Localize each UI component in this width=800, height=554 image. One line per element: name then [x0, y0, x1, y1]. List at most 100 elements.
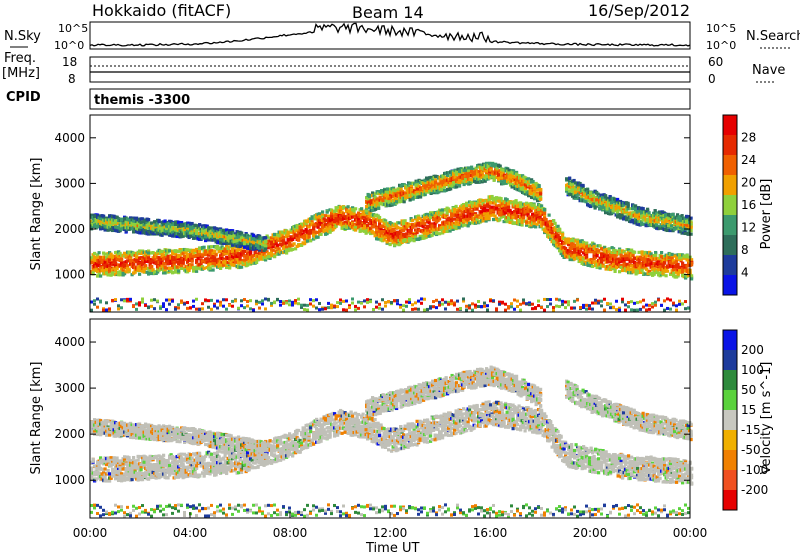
data-cell — [264, 247, 268, 251]
nsky-right-tick-top: 10^5 — [706, 22, 736, 35]
data-cell — [459, 213, 463, 217]
data-cell — [553, 228, 557, 233]
data-cell — [265, 250, 269, 254]
data-cell — [276, 233, 280, 237]
data-cell — [189, 224, 193, 228]
data-cell — [375, 226, 379, 230]
data-cell — [168, 249, 172, 253]
data-cell — [537, 210, 541, 214]
data-cell — [559, 251, 563, 256]
data-cell — [654, 250, 658, 255]
data-cell — [96, 253, 100, 257]
data-cell — [480, 215, 484, 219]
data-cell — [585, 256, 589, 260]
data-cell — [105, 256, 109, 260]
data-cell — [144, 228, 148, 233]
data-cell — [582, 240, 586, 245]
station-title: Hokkaido (fitACF) — [92, 1, 231, 20]
data-cell — [558, 235, 562, 240]
data-cell — [532, 221, 536, 226]
data-cell — [213, 255, 217, 259]
data-cell — [483, 209, 487, 213]
data-cell — [444, 208, 448, 212]
freq-label-line2: [MHz] — [2, 66, 40, 81]
data-cell — [487, 216, 491, 221]
data-cell — [343, 220, 347, 224]
data-cell — [219, 227, 223, 231]
data-cell — [372, 217, 376, 221]
data-cell — [372, 194, 376, 198]
data-cell — [120, 259, 124, 263]
data-cell — [195, 269, 199, 273]
data-cell — [499, 215, 503, 219]
data-cell — [615, 265, 619, 270]
data-cell — [307, 230, 311, 234]
data-cell — [651, 265, 655, 269]
data-cell — [276, 245, 280, 249]
data-cell — [223, 251, 227, 255]
data-cell — [471, 209, 475, 213]
data-cell — [333, 209, 337, 213]
data-cell — [202, 245, 206, 249]
data-cell — [222, 257, 226, 261]
data-cell — [324, 229, 328, 233]
data-cell — [208, 262, 212, 266]
data-cell — [675, 259, 679, 263]
data-cell — [319, 232, 323, 236]
data-cell — [628, 267, 632, 272]
data-cell — [532, 219, 536, 223]
data-cell — [379, 227, 383, 231]
data-cell — [418, 237, 422, 241]
data-cell — [142, 262, 146, 266]
data-cell — [564, 246, 568, 251]
data-cell — [232, 256, 236, 260]
data-cell — [444, 221, 448, 225]
data-cell — [430, 212, 434, 217]
data-cell — [504, 217, 508, 222]
data-cell — [681, 261, 685, 265]
data-cell — [148, 271, 152, 275]
data-cell — [399, 231, 403, 235]
data-cell — [426, 229, 430, 233]
data-cell — [550, 222, 554, 227]
data-cell — [187, 268, 191, 272]
data-cell — [634, 267, 638, 271]
data-cell — [390, 238, 394, 242]
data-cell — [147, 218, 151, 222]
data-cell — [658, 265, 662, 269]
data-cell — [525, 223, 529, 227]
data-cell — [174, 222, 178, 227]
data-cell — [217, 262, 221, 266]
data-cell — [208, 268, 212, 272]
data-cell — [371, 191, 375, 195]
data-cell — [343, 215, 347, 219]
data-cell — [282, 239, 286, 243]
data-cell — [600, 254, 604, 258]
data-cell — [142, 267, 146, 271]
data-cell — [136, 258, 140, 263]
data-cell — [216, 239, 220, 243]
data-cell — [198, 223, 202, 227]
data-cell — [520, 223, 524, 227]
data-cell — [613, 249, 617, 253]
data-cell — [417, 214, 421, 218]
data-cell — [378, 195, 382, 200]
data-cell — [535, 222, 539, 226]
data-cell — [169, 219, 173, 224]
data-cell — [333, 211, 337, 215]
data-cell — [336, 222, 340, 226]
data-cell — [147, 253, 151, 257]
data-cell — [153, 231, 157, 236]
data-cell — [163, 261, 167, 265]
data-cell — [622, 250, 626, 254]
data-cell — [298, 234, 302, 238]
data-cell — [516, 206, 520, 210]
data-cell — [325, 210, 329, 214]
data-cell — [210, 245, 214, 249]
data-cell — [463, 219, 467, 223]
data-cell — [93, 251, 97, 256]
data-cell — [603, 246, 607, 250]
data-cell — [451, 217, 455, 221]
data-cell — [418, 234, 422, 238]
data-cell — [457, 215, 461, 219]
